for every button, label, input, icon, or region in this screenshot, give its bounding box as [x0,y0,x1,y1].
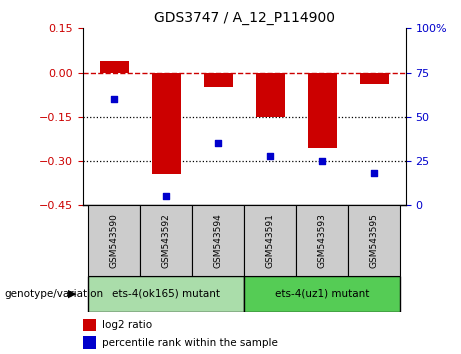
Text: GSM543595: GSM543595 [370,213,379,268]
Text: GSM543592: GSM543592 [162,213,171,268]
Bar [296,205,349,276]
Bar [244,276,401,312]
Bar [349,205,401,276]
Bar [152,73,181,175]
Bar [204,73,233,87]
Text: ▶: ▶ [68,289,76,299]
Bar [140,205,192,276]
Bar [244,205,296,276]
Bar [308,73,337,148]
Point [111,96,118,102]
Bar [256,73,284,117]
Text: ets-4(ok165) mutant: ets-4(ok165) mutant [112,289,220,299]
Text: percentile rank within the sample: percentile rank within the sample [102,338,278,348]
Bar [83,336,96,349]
Bar [83,319,96,331]
Text: genotype/variation: genotype/variation [5,289,104,299]
Text: ets-4(uz1) mutant: ets-4(uz1) mutant [275,289,370,299]
Title: GDS3747 / A_12_P114900: GDS3747 / A_12_P114900 [154,11,335,24]
Bar [88,276,244,312]
Text: log2 ratio: log2 ratio [102,320,153,330]
Bar [88,205,140,276]
Text: GSM543590: GSM543590 [110,213,119,268]
Text: GSM543593: GSM543593 [318,213,327,268]
Point [163,194,170,199]
Point [266,153,274,159]
Point [215,141,222,146]
Bar [192,205,244,276]
Point [319,158,326,164]
Text: GSM543591: GSM543591 [266,213,275,268]
Bar [100,61,129,73]
Bar [360,73,389,84]
Point [371,171,378,176]
Text: GSM543594: GSM543594 [214,213,223,268]
